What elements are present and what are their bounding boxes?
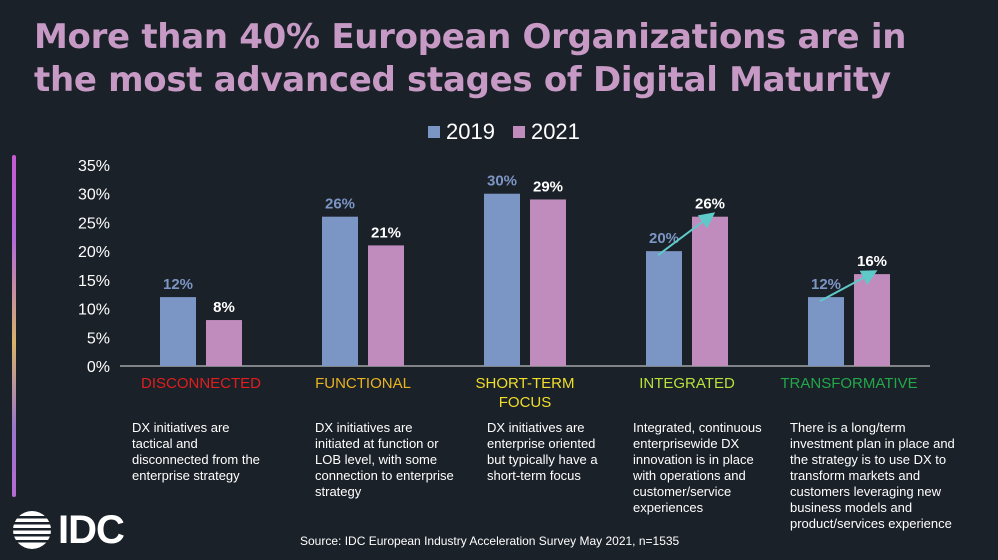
data-label-2021-4: 16% [857, 253, 887, 270]
source-note: Source: IDC European Industry Accelerati… [300, 534, 680, 548]
data-label-2019-0: 12% [163, 276, 193, 293]
chart-legend: 2019 2021 [428, 118, 580, 146]
data-label-2021-0: 8% [213, 299, 235, 316]
stage-label-3: INTEGRATED [639, 375, 735, 392]
bar-2021-3 [692, 216, 728, 366]
bar-2019-3 [646, 251, 682, 366]
bar-chart: 0% 5% 10% 15% 20% 25% 30% 35% 12% 8% 26% 21% 30% 29% 2… [78, 158, 930, 376]
stage-description-1: DX initiatives are initiated at function… [315, 420, 454, 499]
stage-label-0: DISCONNECTED [140, 375, 261, 392]
stage-description-3: Integrated, continuous enterprisewide DX… [633, 420, 762, 515]
data-label-2019-1: 26% [325, 196, 355, 213]
bar-2021-0 [206, 320, 242, 366]
idc-logo: IDC [12, 508, 125, 552]
bar-2021-1 [368, 245, 404, 366]
legend-item-2021: 2021 [512, 119, 580, 145]
stage-description-2: DX initiatives are enterprise oriented b… [487, 420, 598, 483]
stage-description-4: There is a long/term investment plan in … [790, 420, 955, 531]
y-tick-label: 15% [78, 273, 110, 290]
growth-arrow-3 [657, 212, 716, 256]
growth-arrow-4 [819, 270, 878, 302]
bar-2021-4 [854, 274, 890, 366]
y-tick-label: 10% [78, 302, 110, 319]
legend-swatch-2021 [512, 126, 525, 138]
data-label-2021-3: 26% [695, 196, 725, 213]
bar-2019-1 [322, 216, 358, 366]
data-label-2019-4: 12% [811, 276, 841, 293]
legend-swatch-2019 [428, 126, 440, 138]
legend-label-2019: 2019 [446, 119, 495, 144]
page-title: More than 40% European Organizations are… [34, 17, 907, 100]
y-tick-label: 25% [78, 215, 110, 232]
y-tick-label: 30% [78, 187, 110, 204]
bar-2019-4 [808, 297, 844, 366]
y-tick-label: 35% [78, 158, 110, 175]
bar-2021-2 [530, 199, 566, 366]
legend-label-2021: 2021 [530, 119, 580, 144]
data-label-2019-3: 20% [649, 230, 679, 247]
bar-2019-0 [160, 297, 196, 366]
data-label-2021-1: 21% [371, 224, 401, 241]
data-label-2019-2: 30% [487, 173, 517, 190]
bar-2019-2 [484, 193, 520, 366]
stage-description-0: DX initiatives are tactical and disconne… [132, 420, 260, 483]
y-tick-label: 20% [78, 244, 110, 261]
stage-label-4: TRANSFORMATIVE [780, 375, 918, 392]
globe-icon [12, 511, 52, 549]
data-label-2021-2: 29% [533, 178, 563, 195]
legend-item-2019: 2019 [428, 119, 495, 145]
y-tick-label: 5% [87, 330, 110, 347]
stage-label-2: SHORT-TERM FOCUS [475, 375, 575, 411]
y-tick-label: 0% [87, 359, 110, 376]
stage-label-1: FUNCTIONAL [315, 375, 411, 392]
logo-text: IDC [58, 508, 125, 552]
accent-bar [12, 155, 16, 497]
